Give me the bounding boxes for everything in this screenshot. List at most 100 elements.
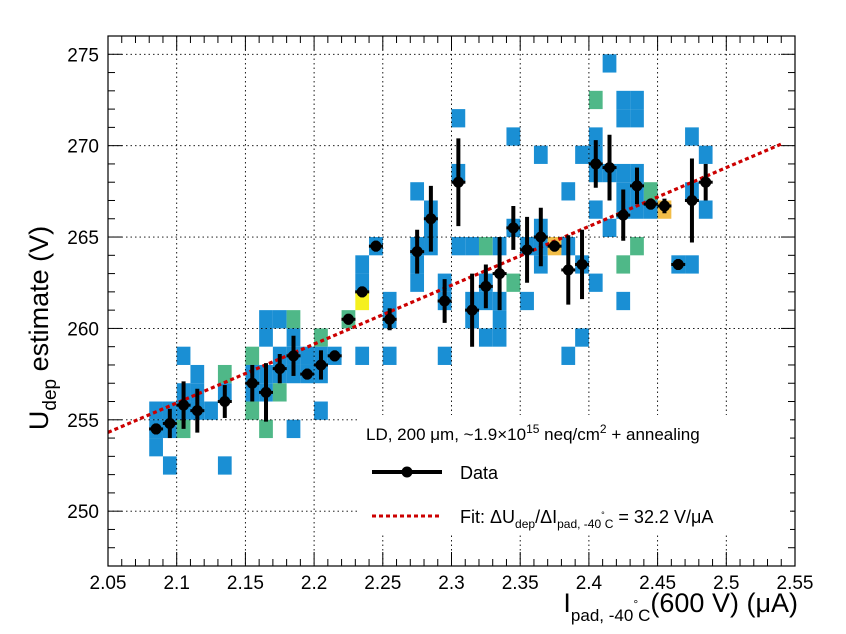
heatmap-bin xyxy=(602,54,617,73)
heatmap-bin xyxy=(204,401,218,420)
data-point xyxy=(658,200,670,212)
heatmap-bin xyxy=(506,273,521,292)
heatmap-bin xyxy=(437,346,452,365)
y-tick-label: 255 xyxy=(67,411,99,432)
data-point xyxy=(150,423,162,435)
data-point xyxy=(507,222,519,234)
heatmap-bin xyxy=(520,291,534,311)
data-point xyxy=(370,240,382,252)
heatmap-bin xyxy=(217,456,232,475)
heatmap-bin xyxy=(286,310,301,329)
heatmap-bin xyxy=(630,109,644,128)
data-point xyxy=(246,377,258,389)
data-point xyxy=(604,162,616,174)
data-point xyxy=(466,304,478,316)
heatmap-bin xyxy=(643,182,658,201)
heatmap-bin xyxy=(630,90,644,110)
heatmap-bin xyxy=(616,109,631,128)
y-tick-label: 275 xyxy=(67,45,99,66)
heatmap-bin xyxy=(616,90,631,110)
y-tick-label: 250 xyxy=(67,502,99,523)
data-point xyxy=(494,268,506,280)
heatmap-bin xyxy=(272,310,287,329)
heatmap-bin xyxy=(314,328,328,347)
y-tick-label: 270 xyxy=(67,137,99,158)
data-point xyxy=(645,198,657,210)
data-point xyxy=(178,399,190,411)
heatmap-bin xyxy=(190,364,205,384)
heatmap-bin xyxy=(176,346,191,365)
data-point xyxy=(260,386,272,398)
data-point xyxy=(356,286,368,298)
data-point xyxy=(672,258,684,270)
heatmap-bin xyxy=(382,291,397,311)
data-point xyxy=(329,350,341,362)
legend-header: LD, 200 μm, ~1.9×1015 neq/cm2 + annealin… xyxy=(366,422,700,444)
tick-labels: 2.05 2.1 2.15 2.2 2.25 2.3 2.35 2.4 2.45 2.5 2.55 2… xyxy=(67,45,813,594)
heatmap-bin xyxy=(410,182,425,201)
data-point xyxy=(576,258,588,270)
data-point xyxy=(521,244,533,256)
legend-fit-label: Fit: ΔUdep/ΔIpad, -40°C = 32.2 V/μA xyxy=(460,507,713,531)
data-point xyxy=(452,176,464,188)
heatmap-bin xyxy=(588,90,603,110)
data-point xyxy=(480,280,492,292)
data-point xyxy=(617,209,629,221)
heatmap-bin xyxy=(300,346,315,365)
data-point xyxy=(562,264,574,276)
heatmap-bin xyxy=(685,127,699,146)
heatmap-bin xyxy=(561,346,576,365)
heatmap-bin xyxy=(492,310,507,329)
heatmap-bin xyxy=(259,328,273,347)
heatmap-bin xyxy=(451,109,466,128)
data-point xyxy=(384,313,396,325)
heatmap-bin xyxy=(465,237,479,256)
data-point xyxy=(686,194,698,206)
heatmap-bin xyxy=(588,273,603,292)
data-point xyxy=(287,350,299,362)
x-tick-label: 2.1 xyxy=(163,573,189,594)
x-tick-label: 2.2 xyxy=(301,573,327,594)
heatmap-bin xyxy=(355,346,370,365)
heatmap-bin xyxy=(630,200,644,219)
heatmap-bin xyxy=(162,456,177,475)
heatmap-bin xyxy=(410,273,425,292)
x-tick-label: 2.4 xyxy=(576,573,603,594)
data-point xyxy=(191,405,203,417)
heatmap-bin xyxy=(355,291,370,311)
heatmap-bin xyxy=(259,419,273,439)
heatmap-bin xyxy=(492,328,507,347)
heatmap-bin xyxy=(245,401,260,420)
heatmap-bin xyxy=(355,255,370,274)
x-tick-label: 2.05 xyxy=(90,573,127,594)
data-point xyxy=(219,396,231,408)
heatmap-bin xyxy=(575,145,589,164)
x-tick-label: 2.5 xyxy=(713,573,739,594)
heatmap-bins xyxy=(149,54,713,475)
data-points xyxy=(149,134,713,439)
heatmap-bin xyxy=(451,237,466,256)
x-tick-label: 2.15 xyxy=(227,573,264,594)
heatmap-bin xyxy=(149,438,163,457)
heatmap-bin xyxy=(616,291,631,311)
heatmap-bin xyxy=(478,237,493,256)
heatmap-bin xyxy=(259,310,273,329)
x-tick-label: 2.55 xyxy=(777,573,814,594)
heatmap-bin xyxy=(602,218,617,238)
heatmap-bin xyxy=(561,182,576,201)
heatmap-bin xyxy=(245,346,260,365)
x-tick-label: 2.35 xyxy=(502,573,539,594)
data-point xyxy=(411,246,423,258)
heatmap-bin xyxy=(478,328,493,347)
legend-data-marker xyxy=(401,466,413,478)
data-point xyxy=(631,180,643,192)
y-tick-label: 260 xyxy=(67,319,99,340)
heatmap-bin xyxy=(286,419,301,439)
data-point xyxy=(301,368,313,380)
data-point xyxy=(439,295,451,307)
data-point xyxy=(274,363,286,375)
heatmap-bin xyxy=(506,127,521,146)
heatmap-bin xyxy=(616,255,631,274)
heatmap-bin xyxy=(698,145,713,164)
